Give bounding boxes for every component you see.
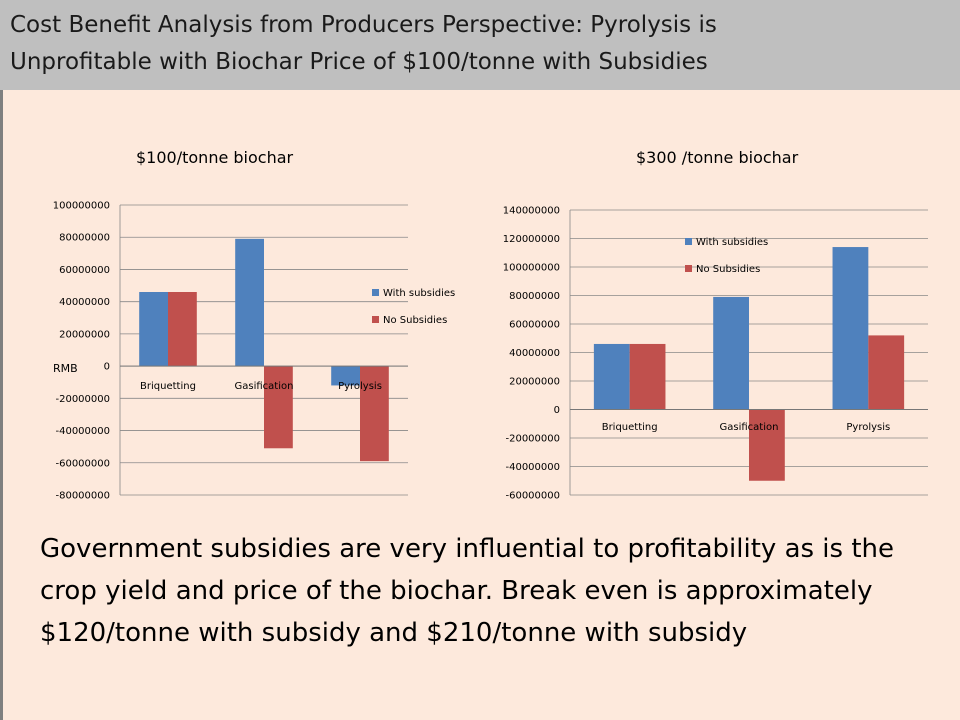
chart1-legend-swatch [372, 316, 379, 323]
chart1-legend-label: No Subsidies [383, 315, 447, 326]
chart1-y-tick-label: 60000000 [59, 265, 110, 276]
chart2-category-label: Gasification [720, 422, 779, 433]
chart2-y-tick-label: 40000000 [509, 348, 560, 359]
chart1-bar-with-subsidies-pyrolysis [331, 366, 360, 386]
chart1-legend-swatch [372, 289, 379, 296]
chart2-y-tick-label: 20000000 [509, 377, 560, 388]
chart1-bar-with-subsidies-gasification [235, 238, 264, 367]
chart2-bar-no-subsidies-briquetting [629, 343, 666, 410]
chart1-y-tick-label: -20000000 [55, 394, 110, 405]
chart2-y-tick-label: 140000000 [503, 206, 560, 217]
chart2-y-tick-label: -20000000 [505, 434, 560, 445]
chart1-y-tick-label: 0 [104, 362, 110, 373]
chart1-category-label: Gasification [235, 381, 294, 392]
chart2-category-label: Pyrolysis [846, 422, 890, 433]
chart2-bar-with-subsidies-pyrolysis [832, 247, 869, 410]
chart1-y-tick-label: 80000000 [59, 233, 110, 244]
chart1-title: $100/tonne biochar [136, 148, 294, 167]
chart1-y-tick-label: 40000000 [59, 297, 110, 308]
chart2-bar-with-subsidies-gasification [713, 296, 749, 410]
chart2-y-tick-label: -40000000 [505, 462, 560, 473]
chart1-y-tick-label: 20000000 [59, 329, 110, 340]
chart1-category-label: Pyrolysis [338, 381, 382, 392]
chart2-legend-label: With subsidies [696, 237, 768, 248]
chart2-y-tick-label: 0 [554, 405, 560, 416]
chart2-legend-swatch [685, 238, 692, 245]
chart2-legend-label: No Subsidies [696, 264, 760, 275]
chart1-category-label: Briquetting [140, 381, 196, 392]
chart1-bar-no-subsidies-gasification [264, 366, 293, 449]
left-edge-divider [0, 90, 3, 720]
chart1-y-tick-label: 100000000 [53, 201, 110, 212]
chart2-bar-no-subsidies-pyrolysis [868, 335, 905, 410]
chart1-y-axis-label: RMB [53, 362, 78, 375]
body-text: Government subsidies are very influentia… [40, 534, 895, 648]
chart1-bar-no-subsidies-pyrolysis [360, 366, 389, 462]
chart2-y-tick-label: 60000000 [509, 320, 560, 331]
chart2-y-tick-label: 120000000 [503, 234, 560, 245]
slide-title-line-2: Unprofitable with Biochar Price of $100/… [10, 49, 708, 75]
chart2-bar-with-subsidies-briquetting [593, 343, 630, 410]
chart1-y-tick-label: -80000000 [55, 491, 110, 502]
chart2-category-label: Briquetting [602, 422, 658, 433]
chart1-y-tick-label: -40000000 [55, 426, 110, 437]
chart2-y-tick-label: 80000000 [509, 291, 560, 302]
chart1-y-tick-label: -60000000 [55, 458, 110, 469]
chart2-legend-swatch [685, 265, 692, 272]
chart2-y-tick-label: -60000000 [505, 491, 560, 502]
chart2-y-tick-label: 100000000 [503, 263, 560, 274]
chart2-title: $300 /tonne biochar [636, 148, 799, 167]
chart1-bar-no-subsidies-briquetting [168, 292, 197, 367]
slide-title-line-1: Cost Benefit Analysis from Producers Per… [10, 12, 717, 38]
chart1-bar-with-subsidies-briquetting [139, 292, 168, 367]
title-bar: Cost Benefit Analysis from Producers Per… [0, 0, 960, 90]
chart1-legend-label: With subsidies [383, 288, 455, 299]
chart2-bar-no-subsidies-gasification [749, 409, 785, 481]
